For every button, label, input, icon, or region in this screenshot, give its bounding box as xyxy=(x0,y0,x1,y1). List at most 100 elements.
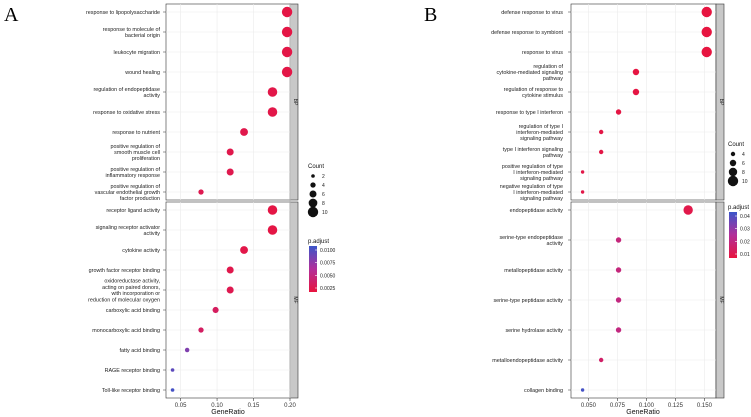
panel-b-letter: B xyxy=(424,4,437,26)
term-dot xyxy=(615,237,622,243)
term-dot xyxy=(281,66,293,78)
term-dot xyxy=(170,368,175,372)
term-label: positive regulation of type I interferon-… xyxy=(502,164,563,182)
term-label-line: reduction of molecular oxygen xyxy=(88,297,160,303)
term-label-line: oxidoreductase activity, xyxy=(104,279,160,285)
term-dot xyxy=(267,107,278,117)
term-dot xyxy=(184,347,190,353)
term-label: defense response to virus xyxy=(501,10,563,16)
padj-legend-label: 0.0075 xyxy=(320,261,336,267)
padj-legend-label: 0.03 xyxy=(740,227,750,233)
term-dot xyxy=(267,87,278,97)
term-label: positive regulation of inflammatory respo… xyxy=(105,167,160,179)
panel-a-x-ticks: 0.05 0.10 0.15 0.20 xyxy=(175,398,296,409)
panel-b-x-tick-label: 0.100 xyxy=(639,403,655,409)
term-label: response to oxidative stress xyxy=(93,110,160,116)
term-label: leukocyte migration xyxy=(114,50,160,56)
term-label-line: metallopeptidase activity xyxy=(504,268,563,274)
term-dot xyxy=(170,388,175,392)
term-label-line: serine hydrolase activity xyxy=(505,328,563,334)
term-label: carboxylic acid binding xyxy=(106,308,160,314)
term-label: defense response to symbiont xyxy=(491,30,563,36)
term-label: response to virus xyxy=(522,50,563,56)
term-label-line: smooth muscle cell xyxy=(114,150,160,156)
panel-b-x-tick-label: 0.125 xyxy=(668,403,684,409)
term-dot xyxy=(198,327,204,333)
term-dot xyxy=(598,357,604,363)
term-label-line: endopeptidase activity xyxy=(510,208,564,214)
term-label-line: RAGE receptor binding xyxy=(105,368,160,374)
term-label-line: growth factor receptor binding xyxy=(89,268,160,274)
term-dot xyxy=(615,267,622,273)
panel-b-count-legend-title: Count xyxy=(728,142,744,148)
term-label-line: proliferation xyxy=(132,156,160,162)
panel-b-padj-colorbar xyxy=(729,212,737,258)
term-dot xyxy=(632,68,640,76)
term-dot xyxy=(240,128,248,136)
term-label-line: factor production xyxy=(120,196,160,202)
term-label: endopeptidase activity xyxy=(510,208,564,214)
term-label-line: positive regulation of xyxy=(111,167,161,173)
panel-b-bp-strip xyxy=(715,3,725,201)
term-label-line: defense response to symbiont xyxy=(491,30,563,36)
panel-b-x-tick-label: 0.075 xyxy=(610,403,626,409)
count-legend-dot xyxy=(727,175,739,187)
term-label-line: regulation of endopeptidase xyxy=(93,87,160,93)
term-label-line: signaling pathway xyxy=(520,136,563,142)
term-label: RAGE receptor binding xyxy=(105,368,160,374)
term-label-line: serine-type peptidase activity xyxy=(493,298,563,304)
panel-a-x-tick-label: 0.15 xyxy=(248,403,260,409)
term-label-line: carboxylic acid binding xyxy=(106,308,160,314)
term-dot xyxy=(598,129,604,135)
panel-a: A BP MF response to lipopolysaccharidere… xyxy=(4,3,336,416)
count-legend-label: 4 xyxy=(742,152,745,158)
padj-legend-label: 0.02 xyxy=(740,239,750,245)
term-label: response to molecule of bacterial origin xyxy=(103,27,161,39)
count-legend-label: 6 xyxy=(742,161,745,167)
term-dot xyxy=(226,168,234,176)
term-label: cytokine activity xyxy=(122,248,160,254)
count-legend-dot xyxy=(308,198,318,208)
count-legend-dot xyxy=(729,159,737,167)
term-label-line: metalloendopeptidase activity xyxy=(492,358,563,364)
term-dot xyxy=(226,286,234,294)
term-label: signaling receptor activator activity xyxy=(96,225,161,237)
term-dot xyxy=(226,266,234,274)
count-legend-dot xyxy=(728,167,738,177)
term-label: response to nutrient xyxy=(112,130,160,136)
term-label-line: response to nutrient xyxy=(112,130,160,136)
term-label-line: inflammatory response xyxy=(105,173,160,179)
panel-a-bp-plot-area xyxy=(165,3,291,201)
term-label-line: acting on paired donors, xyxy=(102,285,160,291)
panel-b-padj-legend: 0.04 0.03 0.02 0.01 xyxy=(735,214,750,258)
term-label-line: monocarboxylic acid binding xyxy=(92,328,160,334)
term-dot xyxy=(615,327,622,333)
padj-legend-label: 0.0100 xyxy=(320,248,336,254)
term-label-line: collagen binding xyxy=(524,388,563,394)
term-label-line: wound healing xyxy=(124,70,160,76)
panel-a-mf-plot-area xyxy=(165,201,291,399)
count-legend-dot xyxy=(730,151,736,157)
term-dot xyxy=(683,205,693,215)
count-legend-label: 8 xyxy=(742,170,745,176)
term-label-line: positive regulation of type xyxy=(502,164,563,170)
panel-a-x-tick-label: 0.05 xyxy=(175,403,187,409)
term-label: regulation of endopeptidase activity xyxy=(93,87,160,99)
panel-b-bp-strip-label: BP xyxy=(718,99,724,106)
panel-b-dots xyxy=(580,6,712,392)
count-legend-dot xyxy=(311,174,315,178)
panel-b-x-axis-title: GeneRatio xyxy=(626,409,660,416)
term-dot xyxy=(281,26,293,38)
panel-a-x-tick-label: 0.20 xyxy=(284,403,296,409)
term-label-line: regulation of xyxy=(533,64,563,70)
term-dot xyxy=(615,297,622,303)
term-label: serine-type peptidase activity xyxy=(493,298,563,304)
padj-legend-label: 0.0050 xyxy=(320,273,336,279)
term-label: response to lipopolysaccharide xyxy=(86,10,160,16)
panel-a-count-legend: 2 4 6 8 10 xyxy=(307,174,328,218)
term-label-line: signaling pathway xyxy=(520,176,563,182)
term-label: serine hydrolase activity xyxy=(505,328,563,334)
term-label-line: type I interferon signaling xyxy=(503,147,563,153)
term-label: response to type I interferon xyxy=(496,110,563,116)
